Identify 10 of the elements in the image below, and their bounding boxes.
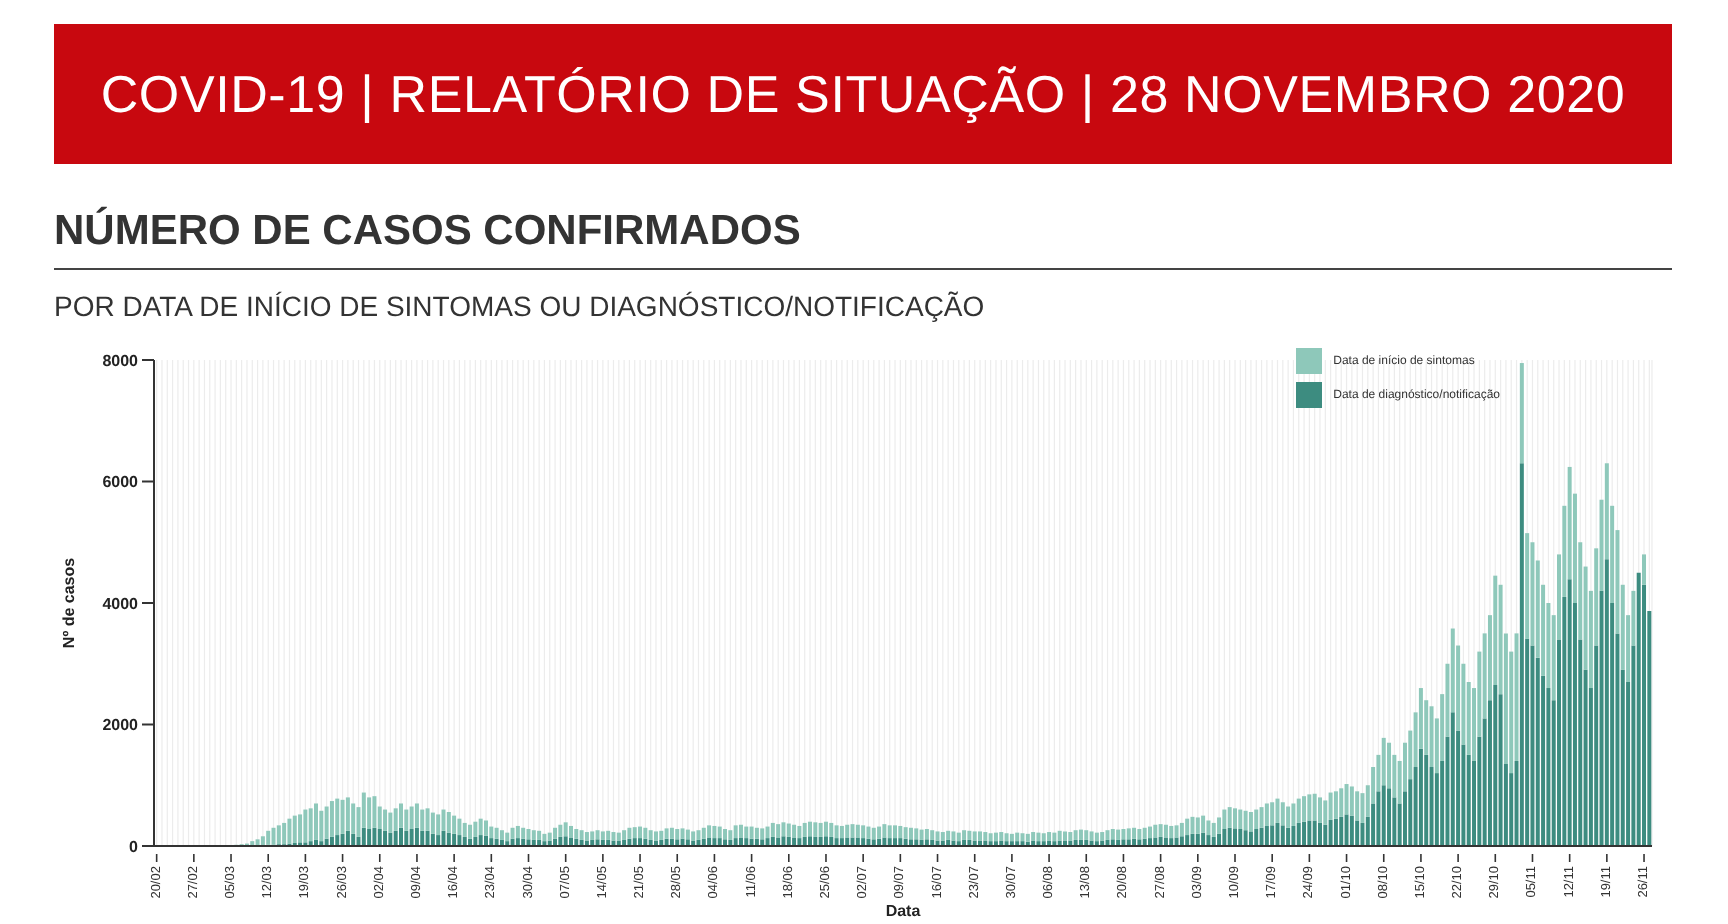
y-tick-label: 8000 xyxy=(102,351,140,370)
y-tick-label: 6000 xyxy=(102,473,140,492)
x-axis-title: Data xyxy=(885,902,922,920)
y-tick-label: 2000 xyxy=(102,716,140,735)
y-axis-title: Nº de casos xyxy=(59,556,78,649)
chart-title: COVID-19 | RELATÓRIO DE SITUAÇÃO | 28 NOVEMBRO 2020 xyxy=(54,24,1672,164)
text: POR DATA DE INÍCIO DE SINTOMAS OU DIAGNÓSTICO/NOTIFICAÇÃO xyxy=(54,290,985,322)
y-tick-label: 4000 xyxy=(102,594,140,613)
chart-subtitle: NÚMERO DE CASOS CONFIRMADOS xyxy=(54,208,1672,270)
y-tick-label: 0 xyxy=(129,837,140,856)
